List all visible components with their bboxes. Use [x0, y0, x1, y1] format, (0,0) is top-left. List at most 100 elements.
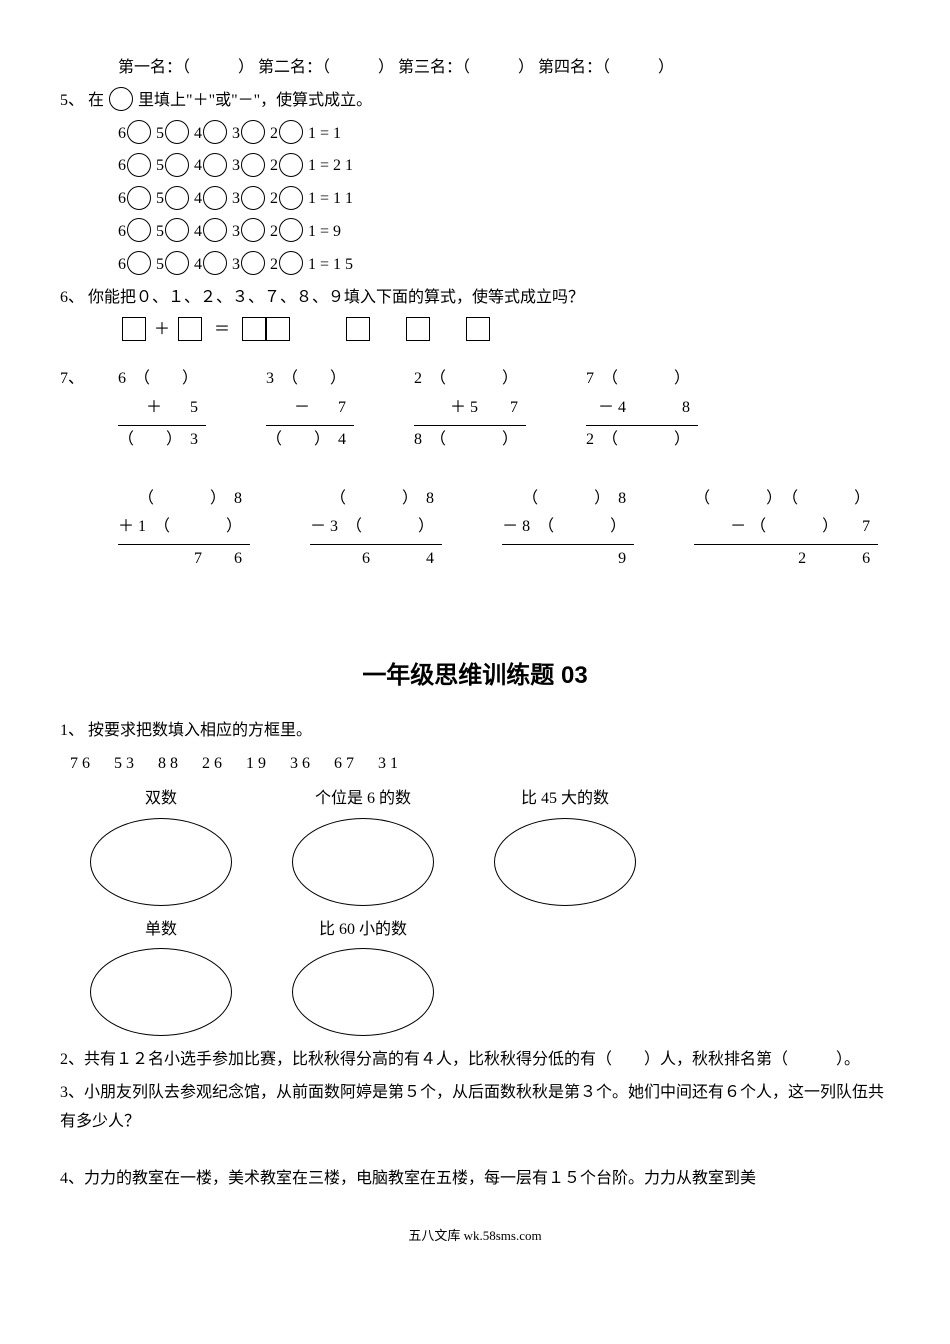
mid-row: －3（ ）: [310, 513, 442, 545]
digit: 5: [156, 190, 164, 207]
q5-equation: 6 5 4 3 2 1 = 1 5: [60, 251, 890, 280]
fill-circle-icon: [203, 186, 227, 210]
result: 1 = 1 1: [308, 190, 353, 207]
p1-numbers: 76 53 88 26 19 36 67 31: [60, 750, 890, 779]
digit: 5: [156, 256, 164, 273]
oval-lt60: [292, 948, 434, 1036]
vertical-arithmetic: 7（ ）－4 82（ ）: [586, 365, 698, 454]
digit: 4: [194, 190, 202, 207]
fill-circle-icon: [241, 251, 265, 275]
equals-sign: ＝: [214, 321, 230, 338]
vertical-arithmetic: （ ）（ ）－（ ） 72 6: [694, 485, 878, 574]
fill-circle-icon: [279, 153, 303, 177]
result-row: （ ）3: [118, 426, 206, 455]
fill-circle-icon: [165, 251, 189, 275]
mid-row: －（ ） 7: [694, 513, 878, 545]
top-row: （ ）8: [118, 485, 250, 514]
digit: 4: [194, 256, 202, 273]
q6-num: 6、: [60, 289, 84, 306]
q5-equation: 6 5 4 3 2 1 = 1: [60, 120, 890, 149]
mid-row: ＋ 5: [118, 394, 206, 426]
mid-row: ＋1（ ）: [118, 513, 250, 545]
operator: ＋: [450, 399, 470, 416]
q5-equation: 6 5 4 3 2 1 = 9: [60, 218, 890, 247]
vertical-arithmetic: （ ）8＋1（ ）7 6: [118, 485, 250, 574]
top-row: （ ）8: [502, 485, 634, 514]
digit: 4: [194, 125, 202, 142]
p1-num: 1、: [60, 722, 84, 739]
q6-text: 你能把０、１、２、３、７、８、９填入下面的算式，使等式成立吗？: [88, 289, 584, 306]
result-row: 7 6: [118, 545, 250, 574]
q7-row1-wrap: 7、 6（ ）＋ 5 （ ）33（ ）－ 7 （ ）42（ ）＋5 78（ ）7…: [60, 365, 890, 472]
digit: 2: [270, 190, 278, 207]
box-icon: [266, 317, 290, 341]
fill-circle-icon: [241, 218, 265, 242]
fill-circle-icon: [279, 251, 303, 275]
digit: 2: [270, 125, 278, 142]
box-icon: [346, 317, 370, 341]
q5-num: 5、: [60, 92, 84, 109]
result: 1 = 1 5: [308, 256, 353, 273]
p2-num: 2、: [60, 1051, 84, 1068]
mid-row: ＋5 7: [414, 394, 526, 426]
digit: 6: [118, 125, 126, 142]
p4: 4、力力的教室在一楼，美术教室在三楼，电脑教室在五楼，每一层有１５个台阶。力力从…: [60, 1165, 890, 1194]
vertical-arithmetic: （ ）8－8（ ） 9: [502, 485, 634, 574]
fill-circle-icon: [203, 251, 227, 275]
q6-prompt: 6、 你能把０、１、２、３、７、８、９填入下面的算式，使等式成立吗？: [60, 284, 890, 313]
q5-equation: 6 5 4 3 2 1 = 2 1: [60, 152, 890, 181]
top-row: 3（ ）: [266, 365, 354, 394]
rank-4: 第四名：（ ）: [538, 59, 674, 76]
p4-text: 力力的教室在一楼，美术教室在三楼，电脑教室在五楼，每一层有１５个台阶。力力从教室…: [84, 1170, 756, 1187]
ranks-line: 第一名：（ ） 第二名：（ ） 第三名：（ ） 第四名：（ ）: [60, 54, 890, 83]
label-odd: 单数: [90, 916, 232, 945]
operator: －: [310, 518, 330, 535]
footer-text: 五八文库 wk.58sms.com: [60, 1224, 890, 1247]
fill-circle-icon: [109, 87, 133, 111]
mid-row: －8（ ）: [502, 513, 634, 545]
rank-2: 第二名：（ ）: [258, 59, 394, 76]
fill-circle-icon: [127, 120, 151, 144]
fill-circle-icon: [127, 153, 151, 177]
oval-row-1: 双数 个位是 6 的数 比 45 大的数: [60, 785, 890, 906]
top-row: （ ）（ ）: [694, 485, 878, 514]
digit: 2: [270, 157, 278, 174]
digit: 6: [118, 157, 126, 174]
digit: 5: [156, 125, 164, 142]
operator: ＋: [146, 399, 166, 416]
result-row: 8（ ）: [414, 426, 526, 455]
rank-3: 第三名：（ ）: [398, 59, 534, 76]
result-row: 6 4: [310, 545, 442, 574]
digit: 6: [118, 223, 126, 240]
top-row: 7（ ）: [586, 365, 698, 394]
p4-num: 4、: [60, 1170, 84, 1187]
q7-num: 7、: [60, 370, 84, 387]
digit: 6: [118, 256, 126, 273]
label-six: 个位是 6 的数: [292, 785, 434, 814]
fill-circle-icon: [127, 251, 151, 275]
top-row: 6（ ）: [118, 365, 206, 394]
fill-circle-icon: [165, 186, 189, 210]
digit: 5: [156, 157, 164, 174]
p2: 2、共有１２名小选手参加比赛，比秋秋得分高的有４人，比秋秋得分低的有（ ）人，秋…: [60, 1046, 890, 1075]
vertical-arithmetic: 3（ ）－ 7 （ ）4: [266, 365, 354, 454]
mid-row: － 7: [266, 394, 354, 426]
digit: 4: [194, 223, 202, 240]
oval-gt45: [494, 818, 636, 906]
fill-circle-icon: [165, 153, 189, 177]
operator: －: [598, 399, 618, 416]
top-row: （ ）8: [310, 485, 442, 514]
p3: 3、小朋友列队去参观纪念馆，从前面数阿婷是第５个，从后面数秋秋是第３个。她们中间…: [60, 1079, 890, 1137]
digit: 5: [156, 223, 164, 240]
q5-prompt: 5、 在 里填上"＋"或"－"，使算式成立。: [60, 87, 890, 116]
p1-prompt: 1、 按要求把数填入相应的方框里。: [60, 717, 890, 746]
plus-sign: ＋: [154, 321, 170, 338]
oval-odd: [90, 948, 232, 1036]
mid-row: －4 8: [586, 394, 698, 426]
result-row: 2 6: [694, 545, 878, 574]
digit: 3: [232, 157, 240, 174]
rank-1: 第一名：（ ）: [118, 59, 254, 76]
result-row: 9: [502, 545, 634, 574]
fill-circle-icon: [165, 120, 189, 144]
label-lt60: 比 60 小的数: [292, 916, 434, 945]
